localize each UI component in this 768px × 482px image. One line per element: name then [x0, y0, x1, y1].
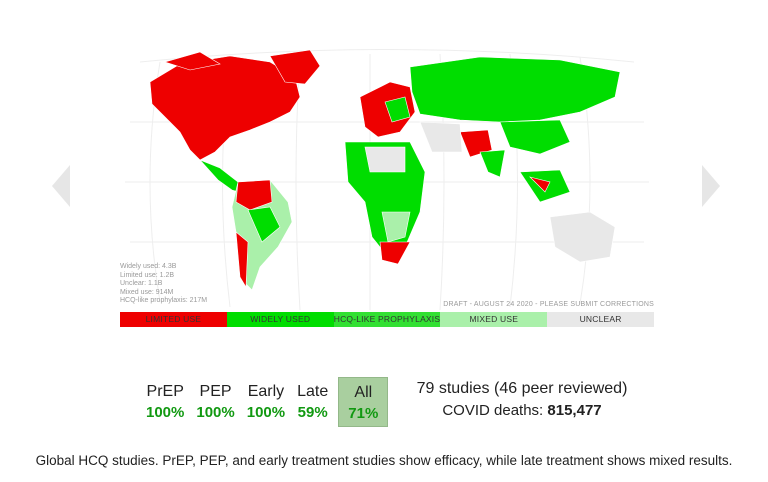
efficacy-early-value: 100%: [246, 404, 286, 421]
efficacy-prep-value: 100%: [146, 404, 185, 421]
efficacy-pep-label: PEP: [199, 383, 232, 400]
efficacy-pep-value: 100%: [196, 404, 235, 421]
covid-deaths-value: 815,477: [547, 402, 602, 419]
world-map-graphic: [125, 49, 649, 311]
efficacy-late-label: Late: [297, 383, 329, 400]
previous-slide-arrow[interactable]: [52, 165, 70, 207]
covid-deaths: COVID deaths: 815,477: [406, 400, 638, 422]
efficacy-prep[interactable]: PrEP 100%: [140, 377, 190, 427]
next-slide-arrow[interactable]: [702, 165, 720, 207]
legend-widely-used: WIDELY USED: [226, 312, 334, 327]
legend-unclear: UNCLEAR: [547, 312, 654, 327]
stat-unclear: Unclear: 1.1B: [120, 280, 163, 287]
stat-mixed-use: Mixed use: 914M: [120, 288, 174, 296]
stat-limited-use: Limited use: 1.2B: [120, 271, 175, 279]
efficacy-all[interactable]: All 71%: [338, 377, 389, 427]
map-population-stats: Widely used: 4.3B Limited use: 1.2B Uncl…: [120, 263, 207, 306]
efficacy-pep[interactable]: PEP 100%: [190, 377, 240, 427]
efficacy-summary: PrEP 100% PEP 100% Early 100% Late 59% A…: [140, 377, 389, 427]
studies-count: 79 studies (46 peer reviewed): [416, 380, 628, 397]
covid-deaths-label: COVID deaths:: [442, 402, 544, 419]
efficacy-all-label: All: [354, 384, 373, 401]
map-legend: LIMITED USE WIDELY USED HCQ-LIKE PROPHYL…: [120, 312, 654, 327]
efficacy-all-value: 71%: [348, 405, 379, 422]
efficacy-early-label: Early: [247, 383, 285, 400]
efficacy-prep-label: PrEP: [146, 383, 184, 400]
draft-note: DRAFT - AUGUST 24 2020 - PLEASE SUBMIT C…: [443, 301, 654, 308]
world-map: [120, 42, 654, 328]
chevron-right-icon: [702, 165, 720, 207]
legend-hcq-like-prophylaxis: HCQ-LIKE PROPHYLAXIS: [333, 312, 441, 327]
efficacy-early[interactable]: Early 100%: [241, 377, 291, 427]
legend-limited-use: LIMITED USE: [120, 312, 227, 327]
chevron-left-icon: [52, 165, 70, 207]
stat-widely-used: Widely used: 4.3B: [120, 263, 177, 270]
efficacy-late-value: 59%: [297, 404, 328, 421]
study-summary: 79 studies (46 peer reviewed) COVID deat…: [406, 378, 638, 422]
slide-caption: Global HCQ studies. PrEP, PEP, and early…: [35, 453, 733, 468]
legend-mixed-use: MIXED USE: [440, 312, 548, 327]
stat-prophylaxis: HCQ-like prophylaxis: 217M: [120, 297, 208, 304]
efficacy-late[interactable]: Late 59%: [291, 377, 334, 427]
